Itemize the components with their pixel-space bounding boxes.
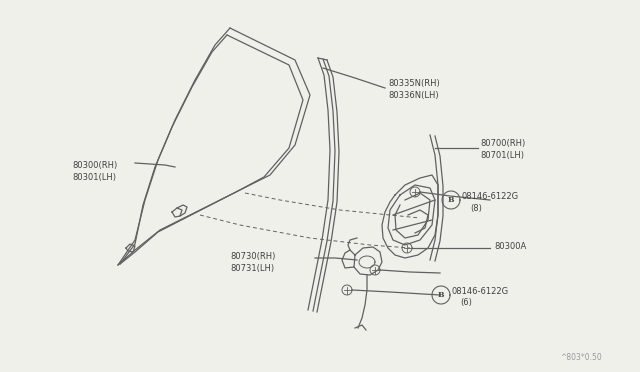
Text: B: B bbox=[438, 291, 444, 299]
Text: 80730(RH): 80730(RH) bbox=[230, 251, 275, 260]
Text: 80731(LH): 80731(LH) bbox=[230, 263, 274, 273]
Text: 80335N(RH): 80335N(RH) bbox=[388, 78, 440, 87]
Text: 80701(LH): 80701(LH) bbox=[480, 151, 524, 160]
Text: 08146-6122G: 08146-6122G bbox=[452, 286, 509, 295]
Text: 80700(RH): 80700(RH) bbox=[480, 138, 525, 148]
Text: 80336N(LH): 80336N(LH) bbox=[388, 90, 438, 99]
Text: ^803*0.50: ^803*0.50 bbox=[560, 353, 602, 362]
Text: 08146-6122G: 08146-6122G bbox=[462, 192, 519, 201]
Text: 80300(RH): 80300(RH) bbox=[72, 160, 117, 170]
Text: 80300A: 80300A bbox=[494, 241, 526, 250]
Text: B: B bbox=[448, 196, 454, 204]
Text: (8): (8) bbox=[470, 203, 482, 212]
Text: 80301(LH): 80301(LH) bbox=[72, 173, 116, 182]
Text: (6): (6) bbox=[460, 298, 472, 308]
